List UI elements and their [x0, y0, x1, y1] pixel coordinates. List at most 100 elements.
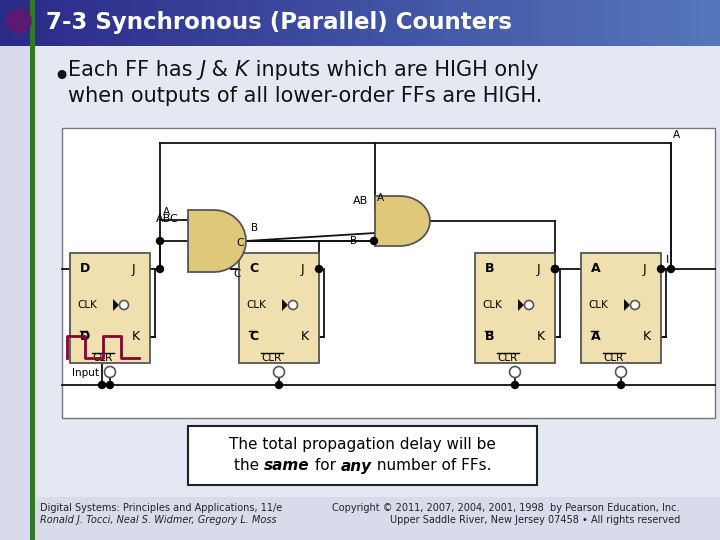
Circle shape [552, 266, 559, 273]
Bar [115, 0, 123, 46]
Text: Each FF has: Each FF has [68, 60, 199, 80]
Text: C: C [233, 269, 240, 279]
Text: B: B [485, 330, 495, 343]
Text: B: B [485, 262, 495, 275]
Text: for: for [310, 458, 341, 474]
Circle shape [552, 266, 559, 273]
Bar [454, 0, 462, 46]
Text: AB: AB [353, 196, 368, 206]
Bar [43, 0, 51, 46]
Circle shape [657, 266, 665, 273]
Bar [338, 0, 346, 46]
Bar [554, 0, 562, 46]
Circle shape [274, 367, 284, 377]
Bar [619, 0, 627, 46]
Bar [461, 0, 469, 46]
Text: C: C [249, 330, 258, 343]
Bar [706, 0, 714, 46]
Bar [65, 0, 73, 46]
Polygon shape [188, 210, 246, 272]
Bar [324, 0, 332, 46]
Bar [72, 0, 80, 46]
Bar [497, 0, 505, 46]
Text: A: A [673, 130, 680, 140]
FancyBboxPatch shape [581, 253, 661, 363]
Text: 7-3 Synchronous (Parallel) Counters: 7-3 Synchronous (Parallel) Counters [46, 11, 512, 35]
Bar [403, 0, 411, 46]
Bar [79, 0, 87, 46]
Bar [482, 0, 490, 46]
Text: J: J [132, 262, 135, 275]
Bar [194, 0, 202, 46]
Bar [223, 0, 231, 46]
Bar [374, 0, 382, 46]
Text: Upper Saddle River, New Jersey 07458 • All rights reserved: Upper Saddle River, New Jersey 07458 • A… [390, 515, 680, 525]
Bar [533, 0, 541, 46]
Text: B: B [251, 223, 258, 233]
Polygon shape [624, 299, 630, 311]
FancyBboxPatch shape [239, 253, 319, 363]
Circle shape [510, 367, 521, 377]
Bar [598, 0, 606, 46]
Text: Digital Systems: Principles and Applications, 11/e: Digital Systems: Principles and Applicat… [40, 503, 282, 513]
Bar [7, 0, 15, 46]
Bar [173, 0, 181, 46]
Bar [50, 0, 58, 46]
Text: number of FFs.: number of FFs. [372, 458, 491, 474]
Bar [302, 0, 310, 46]
Bar [418, 0, 426, 46]
Bar [612, 0, 620, 46]
Bar [634, 0, 642, 46]
Bar [425, 0, 433, 46]
Text: K: K [643, 330, 651, 343]
Circle shape [524, 300, 534, 309]
Circle shape [276, 381, 282, 388]
Bar [22, 0, 30, 46]
Bar [209, 0, 217, 46]
Bar [187, 0, 195, 46]
FancyBboxPatch shape [70, 253, 150, 363]
Bar [266, 0, 274, 46]
Text: J: J [643, 262, 647, 275]
Bar [389, 0, 397, 46]
Bar [713, 0, 720, 46]
Bar [396, 0, 404, 46]
Bar [180, 0, 188, 46]
Circle shape [511, 381, 518, 388]
Bar [62, 128, 715, 418]
Text: •: • [52, 63, 70, 92]
Bar [29, 0, 37, 46]
Bar [295, 0, 303, 46]
Circle shape [618, 381, 624, 388]
Bar [605, 0, 613, 46]
Polygon shape [113, 299, 119, 311]
Text: CLK: CLK [482, 300, 502, 310]
Text: A: A [591, 330, 600, 343]
Text: K: K [301, 330, 309, 343]
FancyBboxPatch shape [475, 253, 555, 363]
Circle shape [315, 266, 323, 273]
Bar [158, 0, 166, 46]
Text: &: & [205, 60, 235, 80]
Bar [14, 0, 22, 46]
Bar [655, 0, 663, 46]
Bar [432, 0, 440, 46]
Circle shape [371, 238, 377, 245]
Bar [202, 0, 210, 46]
Bar [0, 0, 8, 46]
Bar [410, 0, 418, 46]
Polygon shape [518, 299, 524, 311]
Text: when outputs of all lower-order FFs are HIGH.: when outputs of all lower-order FFs are … [68, 86, 542, 106]
Bar [468, 0, 476, 46]
Bar [310, 0, 318, 46]
Bar [245, 0, 253, 46]
Bar [122, 0, 130, 46]
Bar [677, 0, 685, 46]
Bar [274, 0, 282, 46]
Text: Input: Input [72, 368, 99, 378]
Bar [86, 0, 94, 46]
Bar [216, 0, 224, 46]
Bar [144, 0, 152, 46]
Text: C: C [236, 238, 243, 248]
Text: A: A [591, 262, 600, 275]
